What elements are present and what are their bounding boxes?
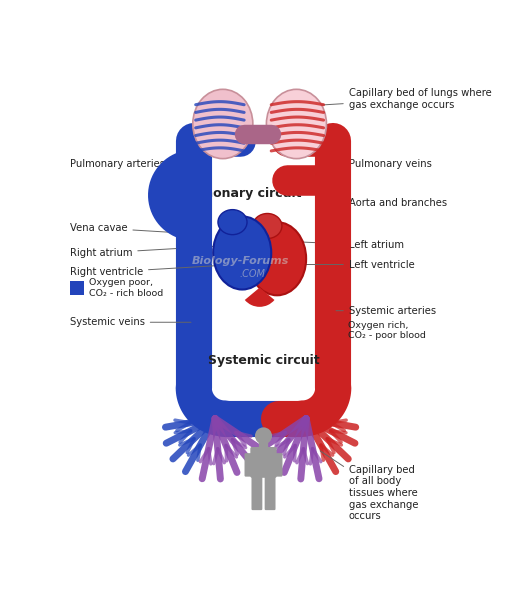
FancyBboxPatch shape bbox=[70, 281, 84, 295]
Text: Oxygen poor,
CO₂ - rich blood: Oxygen poor, CO₂ - rich blood bbox=[89, 278, 163, 298]
FancyBboxPatch shape bbox=[250, 447, 277, 478]
Text: Left ventricle: Left ventricle bbox=[282, 259, 415, 269]
Text: Capillary bed
of all body
tissues where
gas exchange
occurs: Capillary bed of all body tissues where … bbox=[320, 451, 418, 521]
Text: Right ventricle: Right ventricle bbox=[70, 265, 233, 277]
Text: Biology-Forums: Biology-Forums bbox=[191, 256, 289, 266]
Ellipse shape bbox=[248, 222, 306, 295]
Text: Systemic veins: Systemic veins bbox=[70, 317, 191, 327]
FancyBboxPatch shape bbox=[265, 473, 276, 510]
Text: Oxygen rich,
CO₂ - poor blood: Oxygen rich, CO₂ - poor blood bbox=[348, 320, 426, 340]
Text: Pulmonary veins: Pulmonary veins bbox=[336, 160, 432, 169]
Text: .COM: .COM bbox=[239, 269, 265, 279]
Ellipse shape bbox=[213, 217, 271, 290]
Circle shape bbox=[255, 427, 272, 444]
FancyBboxPatch shape bbox=[329, 323, 344, 338]
Text: Systemic arteries: Systemic arteries bbox=[336, 306, 436, 316]
Ellipse shape bbox=[193, 89, 253, 158]
Text: Aorta and branches: Aorta and branches bbox=[336, 198, 447, 208]
Ellipse shape bbox=[253, 214, 282, 239]
Text: Vena cavae: Vena cavae bbox=[70, 223, 191, 233]
FancyBboxPatch shape bbox=[275, 453, 282, 476]
FancyBboxPatch shape bbox=[251, 473, 262, 510]
Text: Right atrium: Right atrium bbox=[70, 245, 230, 258]
Text: Left atrium: Left atrium bbox=[289, 240, 404, 250]
Text: Pulmonary arteries: Pulmonary arteries bbox=[70, 160, 191, 169]
Text: Capillary bed of lungs where
gas exchange occurs: Capillary bed of lungs where gas exchang… bbox=[297, 88, 492, 110]
FancyBboxPatch shape bbox=[259, 442, 268, 451]
Ellipse shape bbox=[267, 89, 326, 158]
Ellipse shape bbox=[218, 209, 247, 235]
Wedge shape bbox=[245, 287, 275, 307]
Text: Systemic circuit: Systemic circuit bbox=[208, 354, 319, 367]
Text: Pulmonary circuit: Pulmonary circuit bbox=[179, 187, 302, 200]
FancyBboxPatch shape bbox=[245, 453, 252, 476]
